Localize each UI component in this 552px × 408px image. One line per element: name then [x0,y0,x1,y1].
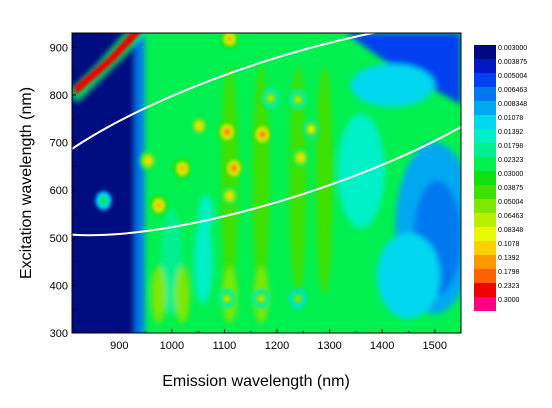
intensity-peak [295,96,301,103]
intensity-peak [179,165,186,172]
intensity-peak [100,197,107,204]
intensity-peak [224,295,230,302]
intensity-peak [231,165,237,172]
x-tick-label: 1000 [160,340,184,352]
x-tick-label: 1100 [213,340,237,352]
legend-swatch [474,87,496,101]
legend-swatch [474,115,496,129]
y-axis: 300 400 500 600 700 800 900 [50,42,76,340]
legend-label: 0.1078 [498,241,520,248]
scatter-line-outer [73,33,146,101]
y-tick-label: 400 [50,280,68,292]
legend-label: 0.05004 [498,199,523,206]
intensity-peak [227,35,233,42]
intensity-peak [224,128,230,136]
intensity-peak [308,126,314,133]
x-tick-label: 1200 [265,340,289,352]
y-tick-label: 500 [50,233,68,245]
intensity-peak [145,157,151,164]
x-axis-label: Emission wavelength (nm) [162,373,350,390]
legend-swatch [474,241,496,255]
low-signal-region-lower [376,233,440,319]
intensity-peak [227,192,233,199]
legend-swatch [474,73,496,87]
x-tick-label: 1400 [370,340,394,352]
intensity-peak [259,131,265,138]
legend-label: 0.1392 [498,255,520,262]
intensity-peak [298,154,304,161]
legend-label: 0.01798 [498,143,523,150]
y-tick-label: 600 [50,185,68,197]
y-tick-label: 900 [50,42,68,54]
emission-band-lower [151,266,167,324]
intensity-peak [268,95,274,102]
y-tick-label: 800 [50,90,68,102]
legend-swatch [474,45,496,59]
legend-swatch [474,199,496,213]
legend-label: 0.006463 [498,87,527,94]
legend-label: 0.08348 [498,227,523,234]
y-axis-label: Excitation wavelength (nm) [18,87,35,279]
scatter-line-core [74,33,141,95]
legend-swatch [474,185,496,199]
low-signal-region-top-edge [350,63,435,107]
legend-swatch [474,143,496,157]
y-tick-label: 700 [50,138,68,150]
legend-swatch [474,171,496,185]
legend-swatch [474,129,496,143]
ellipse-overlays [72,33,461,237]
x-axis: 900 1000 1100 1200 1300 1400 1500 [92,329,462,352]
ellipse-overlay [72,33,461,237]
legend-label: 0.003000 [498,45,527,52]
legend-swatch [474,101,496,115]
legend-swatch [474,255,496,269]
legend-label: 0.03875 [498,185,523,192]
legend-label: 0.1798 [498,269,520,276]
legend-swatch [474,227,496,241]
emission-band [252,66,270,295]
band-region-lower [193,218,213,305]
intensity-peak [156,202,162,209]
intensity-peaks [74,33,320,309]
band-region-mid [198,194,214,233]
legend-label: 0.02323 [498,157,523,164]
emission-band [221,66,239,295]
legend-swatch [474,269,496,283]
legend-swatch [474,213,496,227]
legend-label: 0.01392 [498,129,523,136]
legend-label: 0.008348 [498,101,527,108]
intensity-peak [196,122,202,129]
legend-label: 0.3000 [498,297,520,304]
plot-area [71,32,462,334]
x-tick-label: 1300 [317,340,341,352]
legend-label: 0.06463 [498,213,523,220]
emission-band [289,66,307,295]
intensity-background [72,33,461,333]
legend-label: 0.01078 [498,115,523,122]
emission-band-lower [175,266,190,324]
plot-frame [71,32,462,334]
legend-label: 0.005004 [498,73,527,80]
legend-swatch [474,297,496,311]
y-tick-label: 300 [50,328,68,340]
legend-swatch [474,59,496,73]
legend-label: 0.003875 [498,59,527,66]
color-legend: 0.003000 0.003875 0.005004 0.006463 0.008348… [474,45,527,311]
intensity-peak [258,295,264,302]
x-tick-label: 1500 [422,340,446,352]
legend-swatch [474,283,496,297]
legend-label: 0.2323 [498,283,520,290]
legend-swatch [474,157,496,171]
band-region [337,113,385,229]
emission-band [315,66,333,295]
x-tick-label: 900 [110,340,128,352]
legend-label: 0.03000 [498,171,523,178]
intensity-peak [295,295,301,302]
edge-region [135,33,145,333]
